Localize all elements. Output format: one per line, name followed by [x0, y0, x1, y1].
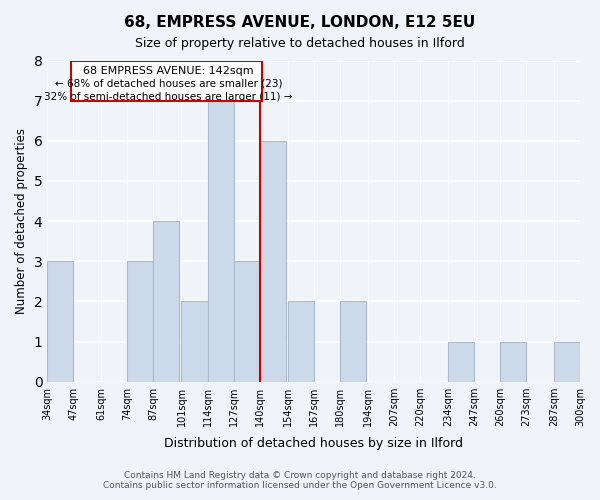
- Y-axis label: Number of detached properties: Number of detached properties: [15, 128, 28, 314]
- Text: Contains HM Land Registry data © Crown copyright and database right 2024.
Contai: Contains HM Land Registry data © Crown c…: [103, 470, 497, 490]
- Bar: [47, 261, 73, 382]
- Bar: [154, 221, 179, 382]
- Text: 68, EMPRESS AVENUE, LONDON, E12 5EU: 68, EMPRESS AVENUE, LONDON, E12 5EU: [124, 15, 476, 30]
- Bar: [181, 302, 208, 382]
- Bar: [127, 261, 154, 382]
- Bar: [233, 261, 260, 382]
- Bar: [448, 342, 474, 382]
- Bar: [208, 100, 233, 382]
- Bar: [340, 302, 366, 382]
- X-axis label: Distribution of detached houses by size in Ilford: Distribution of detached houses by size …: [164, 437, 463, 450]
- Bar: [500, 342, 526, 382]
- FancyBboxPatch shape: [71, 60, 262, 100]
- Bar: [554, 342, 580, 382]
- Text: 68 EMPRESS AVENUE: 142sqm: 68 EMPRESS AVENUE: 142sqm: [83, 66, 254, 76]
- Text: 32% of semi-detached houses are larger (11) →: 32% of semi-detached houses are larger (…: [44, 92, 293, 102]
- Bar: [287, 302, 314, 382]
- Bar: [260, 141, 286, 382]
- Text: ← 68% of detached houses are smaller (23): ← 68% of detached houses are smaller (23…: [55, 79, 282, 89]
- Text: Size of property relative to detached houses in Ilford: Size of property relative to detached ho…: [135, 38, 465, 51]
